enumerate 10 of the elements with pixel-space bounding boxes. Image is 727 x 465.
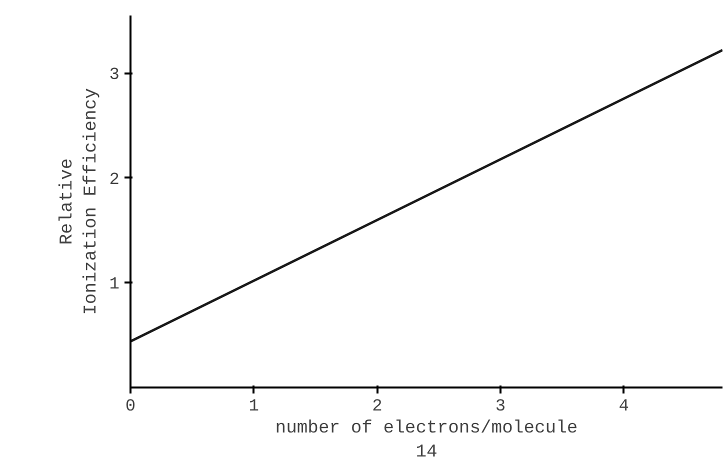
y-axis-title: Relative Ionization Efficiency (57, 88, 102, 315)
x-tick-label: 4 (618, 398, 629, 416)
x-tick-label: 1 (248, 398, 259, 416)
y-tick-label: 1 (109, 276, 120, 295)
x-tick-label: 0 (125, 398, 136, 416)
y-tick-label: 2 (109, 170, 120, 190)
y-tick-label: 3 (109, 66, 120, 86)
x-axis-title: number of electrons/molecule 14 (275, 418, 578, 462)
x-tick-label: 3 (495, 398, 506, 416)
x-tick-label: 2 (372, 398, 382, 416)
